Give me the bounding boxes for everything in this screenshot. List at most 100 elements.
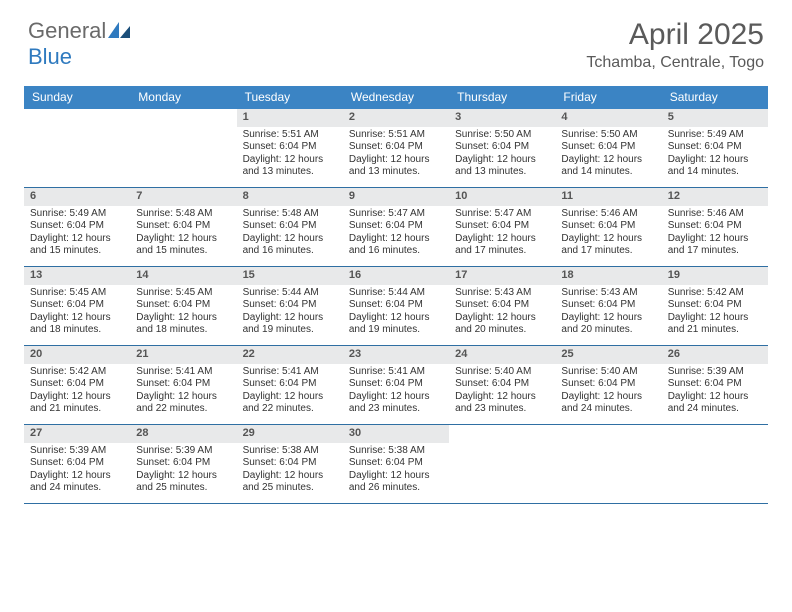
sunset-text: Sunset: 6:04 PM	[349, 141, 443, 154]
calendar-day: 16Sunrise: 5:44 AMSunset: 6:04 PMDayligh…	[343, 267, 449, 345]
daylight-text: Daylight: 12 hours and 22 minutes.	[243, 391, 337, 416]
location-label: Tchamba, Centrale, Togo	[586, 54, 764, 72]
weekday-label: Wednesday	[343, 86, 449, 109]
daylight-text: Daylight: 12 hours and 15 minutes.	[136, 233, 230, 258]
weekday-label: Friday	[555, 86, 661, 109]
weekday-label: Thursday	[449, 86, 555, 109]
calendar-day: 25Sunrise: 5:40 AMSunset: 6:04 PMDayligh…	[555, 346, 661, 424]
calendar-day: 4 Sunrise: 5:50 AMSunset: 6:04 PMDaylight…	[555, 109, 661, 187]
daylight-text: Daylight: 12 hours and 13 minutes.	[243, 154, 337, 179]
sunset-text: Sunset: 6:04 PM	[455, 220, 549, 233]
sunset-text: Sunset: 6:04 PM	[561, 141, 655, 154]
day-number: 22	[237, 346, 343, 364]
calendar-day	[662, 425, 768, 503]
daylight-text: Daylight: 12 hours and 24 minutes.	[668, 391, 762, 416]
daylight-text: Daylight: 12 hours and 17 minutes.	[455, 233, 549, 258]
sunset-text: Sunset: 6:04 PM	[349, 220, 443, 233]
day-number: 18	[555, 267, 661, 285]
daylight-text: Daylight: 12 hours and 22 minutes.	[136, 391, 230, 416]
day-number: 10	[449, 188, 555, 206]
sunrise-text: Sunrise: 5:39 AM	[668, 366, 762, 379]
calendar-day: 19Sunrise: 5:42 AMSunset: 6:04 PMDayligh…	[662, 267, 768, 345]
sunset-text: Sunset: 6:04 PM	[455, 141, 549, 154]
sunset-text: Sunset: 6:04 PM	[349, 457, 443, 470]
sunset-text: Sunset: 6:04 PM	[243, 220, 337, 233]
daylight-text: Daylight: 12 hours and 15 minutes.	[30, 233, 124, 258]
weekday-label: Saturday	[662, 86, 768, 109]
day-number: 29	[237, 425, 343, 443]
sunrise-text: Sunrise: 5:43 AM	[561, 287, 655, 300]
calendar-day: 1Sunrise: 5:51 AMSunset: 6:04 PMDaylight…	[237, 109, 343, 187]
day-number: 9	[343, 188, 449, 206]
sunset-text: Sunset: 6:04 PM	[668, 220, 762, 233]
sunset-text: Sunset: 6:04 PM	[30, 457, 124, 470]
daylight-text: Daylight: 12 hours and 17 minutes.	[668, 233, 762, 258]
sunrise-text: Sunrise: 5:50 AM	[561, 129, 655, 142]
day-number: 19	[662, 267, 768, 285]
daylight-text: Daylight: 12 hours and 18 minutes.	[136, 312, 230, 337]
sunrise-text: Sunrise: 5:39 AM	[30, 445, 124, 458]
daylight-text: Daylight: 12 hours and 26 minutes.	[349, 470, 443, 495]
day-number: 16	[343, 267, 449, 285]
sunrise-text: Sunrise: 5:40 AM	[455, 366, 549, 379]
day-number: 26	[662, 346, 768, 364]
daylight-text: Daylight: 12 hours and 18 minutes.	[30, 312, 124, 337]
brand-logo: General Blue	[28, 18, 130, 70]
calendar-week: 27Sunrise: 5:39 AMSunset: 6:04 PMDayligh…	[24, 425, 768, 504]
day-number: 3	[449, 109, 555, 127]
brand-name: General Blue	[28, 18, 130, 70]
sunset-text: Sunset: 6:04 PM	[136, 457, 230, 470]
sunrise-text: Sunrise: 5:38 AM	[243, 445, 337, 458]
calendar-day: 28Sunrise: 5:39 AMSunset: 6:04 PMDayligh…	[130, 425, 236, 503]
sunrise-text: Sunrise: 5:42 AM	[30, 366, 124, 379]
calendar-day: 21Sunrise: 5:41 AMSunset: 6:04 PMDayligh…	[130, 346, 236, 424]
weekday-header: Sunday Monday Tuesday Wednesday Thursday…	[24, 86, 768, 109]
day-number: 25	[555, 346, 661, 364]
sunset-text: Sunset: 6:04 PM	[30, 378, 124, 391]
sunrise-text: Sunrise: 5:42 AM	[668, 287, 762, 300]
sunrise-text: Sunrise: 5:44 AM	[243, 287, 337, 300]
sunrise-text: Sunrise: 5:38 AM	[349, 445, 443, 458]
page-header: General Blue April 2025 Tchamba, Central…	[0, 0, 792, 80]
daylight-text: Daylight: 12 hours and 14 minutes.	[561, 154, 655, 179]
calendar-day: 23Sunrise: 5:41 AMSunset: 6:04 PMDayligh…	[343, 346, 449, 424]
sunrise-text: Sunrise: 5:41 AM	[136, 366, 230, 379]
calendar-body: 1Sunrise: 5:51 AMSunset: 6:04 PMDaylight…	[24, 109, 768, 504]
daylight-text: Daylight: 12 hours and 20 minutes.	[561, 312, 655, 337]
day-number: 4	[555, 109, 661, 127]
daylight-text: Daylight: 12 hours and 20 minutes.	[455, 312, 549, 337]
calendar-day: 29Sunrise: 5:38 AMSunset: 6:04 PMDayligh…	[237, 425, 343, 503]
daylight-text: Daylight: 12 hours and 24 minutes.	[561, 391, 655, 416]
sunset-text: Sunset: 6:04 PM	[455, 299, 549, 312]
sunrise-text: Sunrise: 5:39 AM	[136, 445, 230, 458]
sunrise-text: Sunrise: 5:51 AM	[243, 129, 337, 142]
daylight-text: Daylight: 12 hours and 25 minutes.	[136, 470, 230, 495]
sunrise-text: Sunrise: 5:40 AM	[561, 366, 655, 379]
calendar-day: 14Sunrise: 5:45 AMSunset: 6:04 PMDayligh…	[130, 267, 236, 345]
sunrise-text: Sunrise: 5:43 AM	[455, 287, 549, 300]
sunrise-text: Sunrise: 5:44 AM	[349, 287, 443, 300]
calendar-week: 13Sunrise: 5:45 AMSunset: 6:04 PMDayligh…	[24, 267, 768, 346]
day-number: 8	[237, 188, 343, 206]
day-number: 17	[449, 267, 555, 285]
weekday-label: Tuesday	[237, 86, 343, 109]
daylight-text: Daylight: 12 hours and 23 minutes.	[455, 391, 549, 416]
sunset-text: Sunset: 6:04 PM	[30, 299, 124, 312]
calendar-day: 10Sunrise: 5:47 AMSunset: 6:04 PMDayligh…	[449, 188, 555, 266]
calendar-day: 22Sunrise: 5:41 AMSunset: 6:04 PMDayligh…	[237, 346, 343, 424]
calendar-week: 20Sunrise: 5:42 AMSunset: 6:04 PMDayligh…	[24, 346, 768, 425]
calendar-day	[130, 109, 236, 187]
sunrise-text: Sunrise: 5:47 AM	[349, 208, 443, 221]
sunset-text: Sunset: 6:04 PM	[561, 299, 655, 312]
sunrise-text: Sunrise: 5:41 AM	[243, 366, 337, 379]
brand-name-a: General	[28, 18, 106, 43]
sunset-text: Sunset: 6:04 PM	[136, 299, 230, 312]
daylight-text: Daylight: 12 hours and 24 minutes.	[30, 470, 124, 495]
sunrise-text: Sunrise: 5:46 AM	[561, 208, 655, 221]
calendar-day: 27Sunrise: 5:39 AMSunset: 6:04 PMDayligh…	[24, 425, 130, 503]
sail-icon	[108, 18, 130, 44]
day-number: 24	[449, 346, 555, 364]
day-number: 12	[662, 188, 768, 206]
sunset-text: Sunset: 6:04 PM	[136, 220, 230, 233]
sunset-text: Sunset: 6:04 PM	[455, 378, 549, 391]
